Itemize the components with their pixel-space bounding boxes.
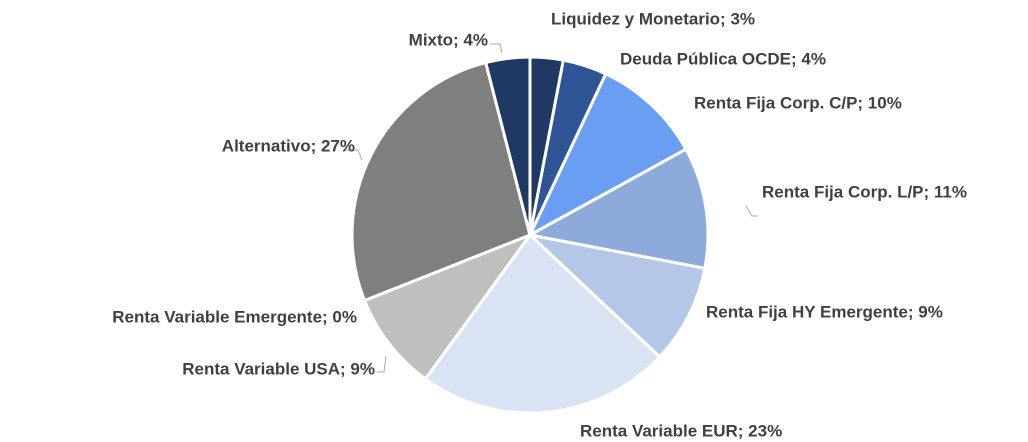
- pie-slice: [423, 233, 662, 415]
- slice-label: Mixto; 4%: [409, 30, 488, 49]
- slice-label: Alternativo; 27%: [222, 136, 355, 155]
- pie-slice: [528, 233, 707, 359]
- pie-slice: [484, 55, 532, 237]
- slice-label: Renta Variable EUR; 23%: [580, 421, 782, 440]
- leader-lines: [343, 43, 758, 373]
- pie-slice: [363, 233, 532, 381]
- leader-line: [490, 43, 503, 54]
- leader-line: [377, 355, 387, 373]
- pie-slice: [528, 147, 710, 270]
- pie-slice: [528, 72, 688, 237]
- slice-label: Renta Fija HY Emergente; 9%: [706, 302, 943, 321]
- slice-label: Renta Variable Emergente; 0%: [112, 307, 357, 326]
- slice-label: Renta Fija Corp. C/P; 10%: [694, 93, 902, 112]
- leader-line: [745, 205, 758, 217]
- slice-label: Renta Variable USA; 9%: [182, 359, 375, 378]
- pie-slice: [350, 61, 532, 303]
- leader-line: [343, 149, 363, 161]
- slice-label: Deuda Pública OCDE; 4%: [620, 49, 826, 68]
- slice-label: Liquidez y Monetario; 3%: [551, 9, 755, 28]
- slice-label: Renta Fija Corp. L/P; 11%: [762, 182, 967, 201]
